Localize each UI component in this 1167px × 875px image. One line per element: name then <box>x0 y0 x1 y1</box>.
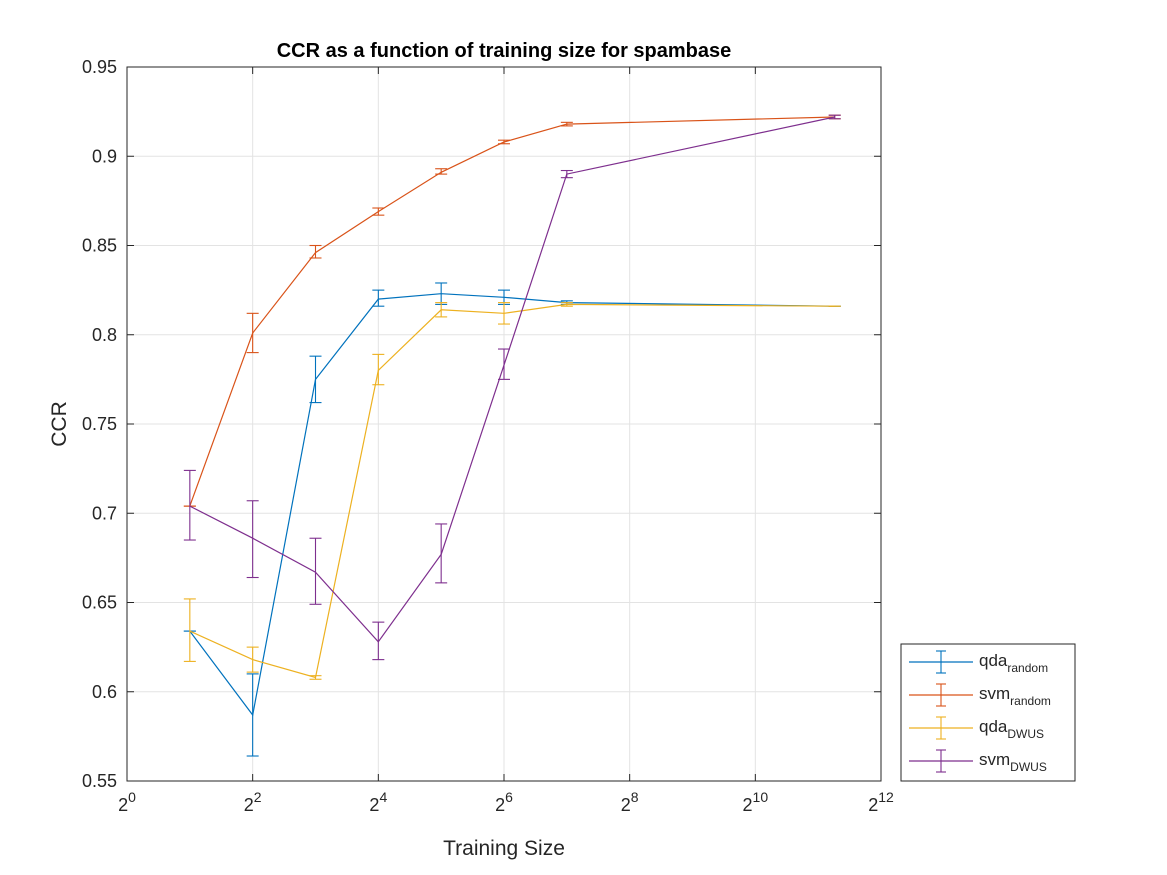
legend-label: qdarandom <box>979 651 1048 675</box>
series-line <box>189 116 835 507</box>
error-bar <box>435 302 448 318</box>
error-bar <box>183 598 196 662</box>
error-bar <box>309 537 322 605</box>
error-bar <box>309 355 322 404</box>
error-bar <box>372 353 385 386</box>
y-tick-label: 0.75 <box>82 414 117 434</box>
y-tick-label: 0.95 <box>82 57 117 77</box>
error-bar <box>246 500 259 579</box>
legend-item-svm-random: svmrandom <box>909 683 1051 708</box>
error-bar <box>498 302 510 325</box>
y-tick-label: 0.9 <box>92 146 117 166</box>
x-tick-label: 24 <box>369 789 387 815</box>
series-svm-DWUS <box>183 114 841 661</box>
x-tick-label: 20 <box>118 789 136 815</box>
legend-label: svmDWUS <box>979 750 1047 774</box>
series-qda-DWUS <box>183 302 841 680</box>
error-bar <box>560 169 573 179</box>
series-line <box>189 293 835 717</box>
error-bar <box>372 621 385 661</box>
x-tick-label: 28 <box>621 789 639 815</box>
y-tick-label: 0.8 <box>92 325 117 345</box>
x-tick-label: 26 <box>495 789 513 815</box>
error-bar <box>183 469 196 541</box>
error-bar <box>435 168 448 175</box>
y-tick-label: 0.7 <box>92 503 117 523</box>
x-tick-label: 210 <box>743 789 769 815</box>
error-bar <box>828 114 841 120</box>
legend-item-qda-random: qdarandom <box>909 650 1048 675</box>
error-bar <box>498 348 510 380</box>
series-line <box>189 116 835 643</box>
error-bar <box>309 675 322 680</box>
error-bar <box>560 121 573 127</box>
y-axis-label: CCR <box>48 401 71 447</box>
y-tick-label: 0.6 <box>92 682 117 702</box>
error-bar <box>435 523 448 584</box>
x-axis-label: Training Size <box>443 837 565 860</box>
error-bar <box>246 646 259 673</box>
legend-label: svmrandom <box>979 684 1051 708</box>
error-bar <box>560 302 573 307</box>
y-tick-label: 0.85 <box>82 236 117 256</box>
error-bar <box>498 139 510 145</box>
error-bar <box>309 244 322 259</box>
series-layer <box>183 114 841 757</box>
axes: 0.55 0.6 0.65 0.7 0.75 0.8 0.85 0.9 0.95 20 22 24 26… <box>82 57 894 815</box>
chart-title: CCR as a function of training size for s… <box>277 40 732 62</box>
error-bar <box>372 207 385 216</box>
legend-item-qda-DWUS: qdaDWUS <box>909 716 1044 741</box>
y-tick-label: 0.65 <box>82 593 117 613</box>
series-svm-random <box>183 114 841 507</box>
legend-box <box>900 643 1076 782</box>
error-bar <box>246 312 259 354</box>
legend-label: qdaDWUS <box>979 717 1044 741</box>
x-tick-label: 22 <box>244 789 262 815</box>
y-tick-label: 0.55 <box>82 771 117 791</box>
error-bar <box>246 673 259 757</box>
x-tick-label: 212 <box>868 789 894 815</box>
legend: qdarandom svmrandom qdaDWUS svmDWUS <box>900 643 1076 782</box>
series-line <box>189 303 835 679</box>
error-bar <box>372 289 385 307</box>
legend-item-svm-DWUS: svmDWUS <box>909 749 1047 774</box>
